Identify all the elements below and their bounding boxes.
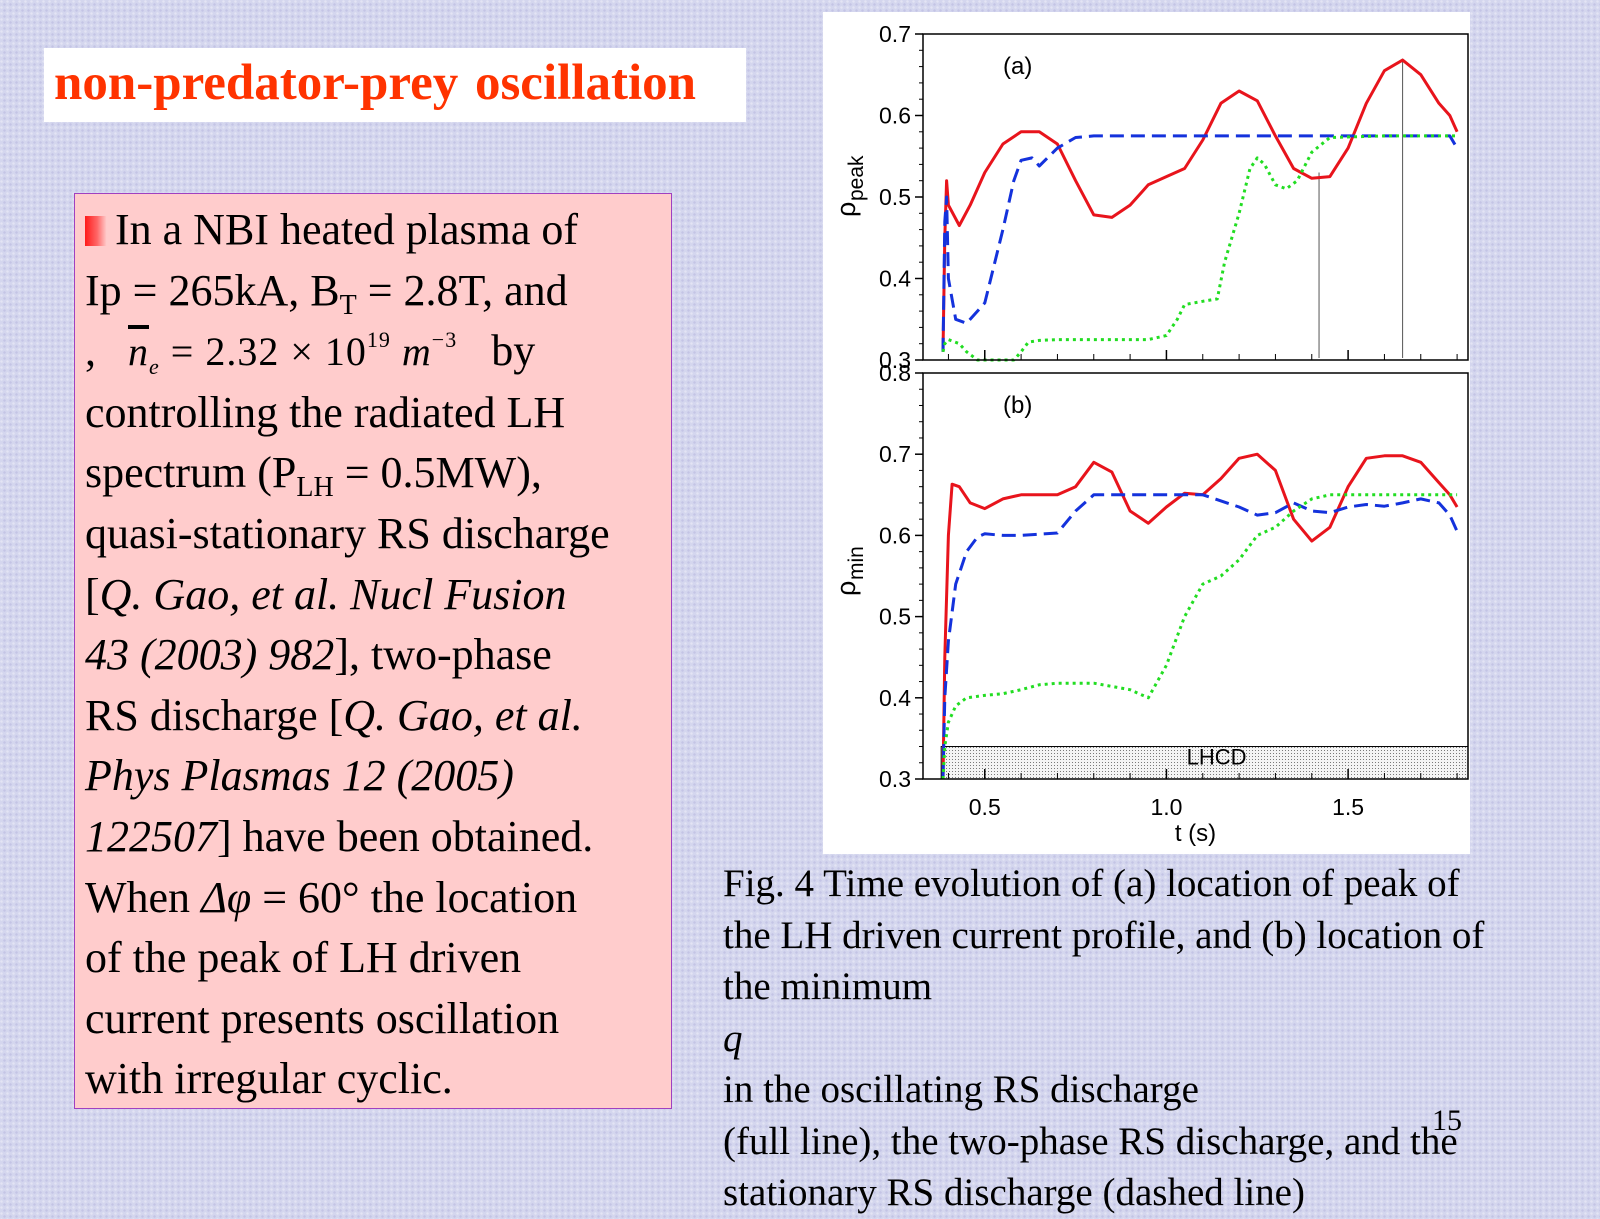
body-text: In a NBI heated plasma of Ip = 265kA, BT… — [85, 200, 670, 1110]
body-line-3: , ne = 2.32 × 1019 m−3 by — [85, 321, 670, 383]
body-line-15: with irregular cyclic. — [85, 1054, 453, 1104]
body-text-12b: = 60° the location — [251, 872, 578, 922]
page-number: 15 — [1432, 1104, 1462, 1137]
body-text-3a: , — [85, 326, 96, 376]
body-line-4: controlling the radiated LH — [85, 387, 566, 437]
panel-a-series-dotted — [941, 134, 1458, 362]
formula-sub-e: e — [149, 354, 160, 380]
body-line-10: Phys Plasmas 12 (2005) — [85, 746, 670, 807]
body-text-5b: = 0.5MW), — [333, 448, 542, 498]
panel-a-y-label-sub: peak — [845, 155, 868, 201]
body-line-5: spectrum (PLH = 0.5MW), — [85, 443, 670, 504]
body-text-9a: RS discharge [ — [85, 690, 344, 740]
body-text-5a: spectrum (P — [85, 448, 297, 498]
body-text-7a: [ — [85, 569, 100, 619]
caption-text-3b: in the oscillating RS discharge — [723, 1068, 1199, 1111]
panel-b-label: (b) — [1003, 392, 1032, 419]
body-sub-t: T — [339, 289, 357, 321]
panel-b-x-axis-label: t (s) — [1175, 820, 1216, 847]
panel-a-label: (a) — [1003, 53, 1032, 80]
caption-text-3a: the minimum — [723, 965, 933, 1008]
body-line-11: 122507] have been obtained. — [85, 807, 670, 868]
caption-line-5: stationary RS discharge (dashed line) — [723, 1171, 1305, 1214]
body-text-2a: Ip = 265kA, B — [85, 265, 340, 315]
formula-n: n — [128, 329, 149, 375]
figure-caption: Fig. 4 Time evolution of (a) location of… — [723, 858, 1583, 1219]
panel-b-y-label-rho: ρ — [831, 581, 861, 596]
panel-b-xtick-label: 0.5 — [969, 794, 1001, 820]
formula-unit-exp: −3 — [431, 327, 458, 353]
figure-4: 0.3 0.4 0.5 0.6 0.7 ρ peak (a) LHCD 0.3 0.4 0.5 0.6 0… — [823, 12, 1470, 854]
panel-b-y-label-sub: min — [845, 546, 868, 580]
panel-a-ytick-label: 0.4 — [879, 266, 911, 292]
panel-a-ytick-label: 0.7 — [879, 21, 911, 47]
caption-line-2: the LH driven current profile, and (b) l… — [723, 913, 1485, 957]
citation-2c: 122507 — [85, 811, 217, 861]
panel-b-xtick-label: 1.5 — [1332, 794, 1364, 820]
panel-b-series-solid — [941, 452, 1459, 780]
title-box: non-predator-prey oscillation — [44, 48, 746, 122]
body-text-11b: ] have been obtained. — [217, 811, 594, 861]
body-text-3b: by — [491, 326, 536, 376]
caption-line-3: the minimum q in the oscillating RS disc… — [723, 961, 1583, 1116]
body-text-12a: When — [85, 872, 202, 922]
body-line-9: RS discharge [Q. Gao, et al. — [85, 686, 670, 747]
body-line-13: of the peak of LH driven — [85, 933, 522, 983]
panel-a-ytick-label: 0.5 — [879, 184, 911, 210]
body-line-1: In a NBI heated plasma of — [85, 200, 670, 261]
panel-b-series-dotted — [941, 493, 1458, 780]
panel-a-ytick-label: 0.6 — [879, 103, 911, 129]
panel-a-y-label-rho: ρ — [831, 202, 861, 217]
body-line-2: Ip = 265kA, BT = 2.8T, and — [85, 261, 670, 322]
caption-line-4: (full line), the two-phase RS discharge,… — [723, 1119, 1458, 1163]
slide-title: non-predator-prey oscillation — [54, 55, 696, 111]
lhcd-band — [940, 746, 1469, 780]
figure-svg: 0.30.40.50.60.7ρpeak(a)LHCD0.30.40.50.60… — [831, 21, 1469, 847]
delta-phi: Δφ — [201, 872, 252, 922]
formula-value: = 2.32 × 10 — [159, 329, 367, 375]
lhcd-label: LHCD — [1187, 745, 1247, 770]
body-line-6: quasi-stationary RS discharge — [85, 508, 610, 558]
body-sub-lh: LH — [296, 472, 334, 504]
body-line-8: 43 (2003) 982], two-phase — [85, 625, 670, 686]
citation-2b: Phys Plasmas 12 (2005) — [85, 751, 514, 801]
formula-exp: 19 — [366, 327, 391, 353]
bullet-icon — [85, 216, 107, 246]
panel-a-series-solid — [941, 58, 1459, 352]
panel-b-ytick-label: 0.8 — [879, 360, 911, 386]
citation-1a: Q. Gao, et al. Nucl Fusion — [99, 569, 567, 619]
panel-b-ytick-label: 0.5 — [879, 604, 911, 630]
citation-1b: 43 (2003) 982 — [85, 630, 335, 680]
text-box: In a NBI heated plasma of Ip = 265kA, BT… — [74, 193, 672, 1109]
panel-b-ytick-label: 0.6 — [879, 522, 911, 548]
panel-b-ytick-label: 0.4 — [879, 685, 911, 711]
panel-b-series-dashed — [941, 493, 1459, 780]
panel-a-ytick-label: 0.3 — [879, 347, 911, 373]
panel-b-xtick-label: 1.0 — [1150, 794, 1182, 820]
body-line-14: current presents oscillation — [85, 993, 560, 1043]
panel-a-frame — [922, 33, 1469, 361]
body-text-1: In a NBI heated plasma of — [115, 205, 579, 254]
panel-a-series-dashed — [941, 134, 1459, 352]
panel-b-ytick-label: 0.7 — [879, 441, 911, 467]
density-formula: ne = 2.32 × 1019 m−3 — [128, 327, 458, 378]
body-line-7: [Q. Gao, et al. Nucl Fusion — [85, 565, 670, 626]
body-line-12: When Δφ = 60° the location — [85, 868, 670, 929]
caption-line-1: Fig. 4 Time evolution of (a) location of… — [723, 862, 1460, 905]
citation-2a: Q. Gao, et al. — [343, 690, 583, 740]
body-text-2b: = 2.8T, and — [356, 265, 568, 315]
panel-b-frame — [922, 372, 1469, 780]
panel-b-ytick-label: 0.3 — [879, 766, 911, 792]
formula-unit: m — [390, 329, 432, 375]
caption-q: q — [723, 1016, 743, 1060]
body-text-8b: ], two-phase — [334, 630, 552, 680]
